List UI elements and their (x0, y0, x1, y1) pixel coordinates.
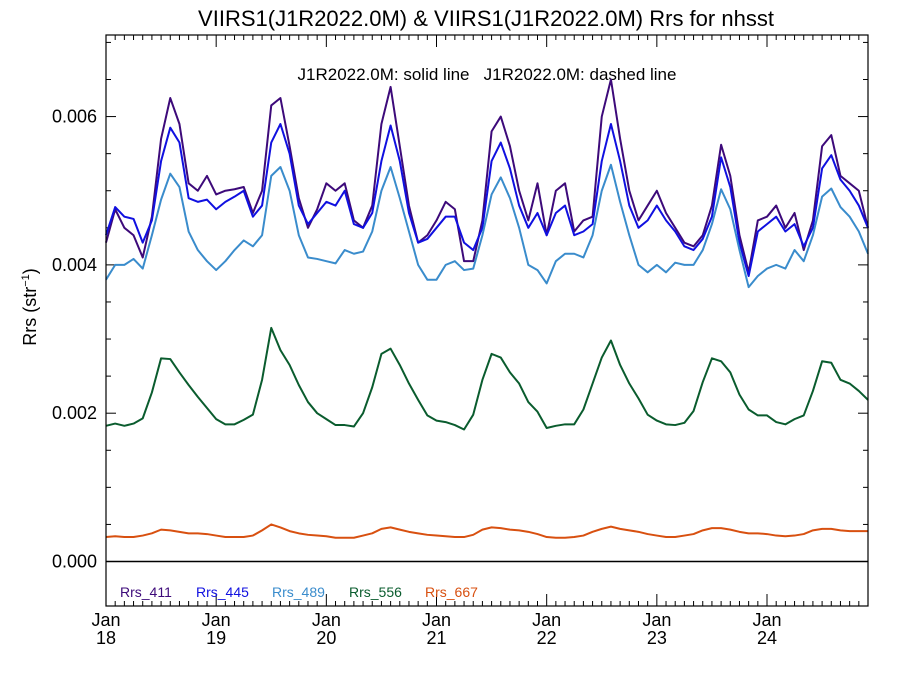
legend-entry-rrs-489: Rrs_489 (272, 584, 325, 600)
chart-annotation: J1R2022.0M: solid line J1R2022.0M: dashe… (298, 65, 677, 84)
y-tick-label: 0.006 (52, 107, 97, 127)
tick-labels: 0.000 0.002 0.004 0.006 Jan 18 Jan 19 Jan 20 Jan 21… (52, 107, 782, 648)
x-tick-label: Jan 20 (312, 610, 341, 648)
series-lines (105, 78, 869, 539)
series-line-rrs-489 (105, 163, 869, 289)
series-line-rrs-667 (105, 523, 868, 539)
y-tick-label: 0.002 (52, 403, 97, 423)
x-tick-label: Jan 22 (532, 610, 561, 648)
x-tick-label: Jan 21 (422, 610, 451, 648)
y-axis-label-main: Rrs (str (20, 287, 40, 346)
legend-entry-rrs-445: Rrs_445 (196, 584, 249, 600)
legend-entry-rrs-556: Rrs_556 (349, 584, 402, 600)
svg-text:Rrs (str−1): Rrs (str−1) (20, 268, 40, 346)
x-tick-label: Jan 18 (91, 610, 120, 648)
legend-entry-rrs-411: Rrs_411 (120, 584, 172, 600)
chart-title: VIIRS1(J1R2022.0M) & VIIRS1(J1R2022.0M) … (198, 6, 774, 31)
series-line-rrs-445 (105, 122, 869, 278)
y-axis-label-close: ) (20, 268, 40, 274)
series-line-rrs-411 (105, 78, 869, 274)
y-axis-label-sup: −1 (20, 274, 32, 287)
axis-ticks (105, 35, 869, 606)
plot-frame (105, 34, 869, 607)
series-line-rrs-556 (105, 326, 869, 431)
x-tick-label: Jan 19 (202, 610, 231, 648)
legend: Rrs_411 Rrs_445 Rrs_489 Rrs_556 Rrs_667 (120, 584, 478, 600)
x-tick-label: Jan 24 (752, 610, 781, 648)
y-axis-label: Rrs (str−1) (20, 268, 40, 346)
x-tick-label: Jan 23 (642, 610, 671, 648)
legend-entry-rrs-667: Rrs_667 (425, 584, 478, 600)
y-tick-label: 0.004 (52, 255, 97, 275)
y-tick-label: 0.000 (52, 552, 97, 572)
